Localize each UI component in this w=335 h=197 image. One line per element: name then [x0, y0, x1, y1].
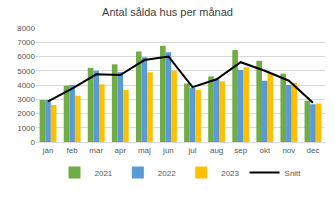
svg-text:7000: 7000: [17, 38, 35, 47]
svg-text:2023: 2023: [221, 169, 239, 178]
svg-text:Antal sålda hus per månad: Antal sålda hus per månad: [102, 6, 233, 18]
svg-text:feb: feb: [67, 146, 79, 155]
svg-text:3000: 3000: [17, 95, 35, 104]
svg-text:okt: okt: [259, 146, 270, 155]
svg-text:sep: sep: [234, 146, 247, 155]
svg-text:jul: jul: [188, 146, 197, 155]
svg-text:mar: mar: [89, 146, 103, 155]
svg-text:8000: 8000: [17, 24, 35, 33]
svg-text:4000: 4000: [17, 81, 35, 90]
svg-text:nov: nov: [282, 146, 295, 155]
svg-text:1000: 1000: [17, 124, 35, 133]
svg-text:jan: jan: [42, 146, 54, 155]
svg-text:maj: maj: [138, 146, 151, 155]
svg-text:5000: 5000: [17, 67, 35, 76]
svg-text:Snitt: Snitt: [285, 169, 302, 178]
svg-text:aug: aug: [210, 146, 223, 155]
svg-text:2021: 2021: [95, 169, 113, 178]
svg-text:apr: apr: [115, 146, 127, 155]
svg-text:2022: 2022: [158, 169, 176, 178]
svg-text:jun: jun: [162, 146, 174, 155]
svg-text:2000: 2000: [17, 109, 35, 118]
svg-text:dec: dec: [307, 146, 320, 155]
svg-text:0: 0: [31, 138, 36, 147]
svg-text:6000: 6000: [17, 52, 35, 61]
